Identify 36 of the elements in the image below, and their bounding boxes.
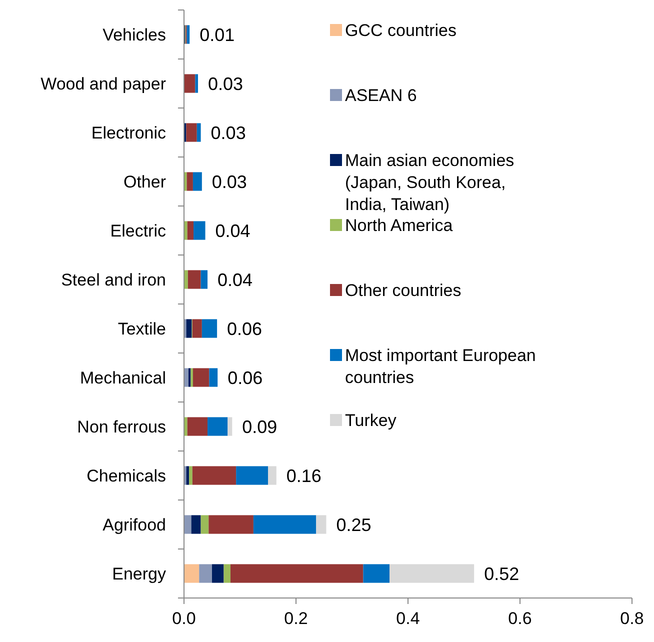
total-label: 0.16 xyxy=(286,466,322,486)
x-tick-label: 0.0 xyxy=(172,609,196,628)
total-label: 0.04 xyxy=(215,220,250,241)
legend-label: ASEAN 6 xyxy=(345,86,417,105)
y-tick-label: Energy xyxy=(112,564,166,584)
y-tick-label: Wood and paper xyxy=(40,74,166,94)
x-tick-label: 0.2 xyxy=(284,609,308,628)
total-label: 0.01 xyxy=(200,24,235,45)
x-tick-label: 0.4 xyxy=(396,609,420,628)
legend-label: North America xyxy=(345,216,454,235)
x-tick-label: 0.6 xyxy=(508,609,532,628)
legend-label: Other countries xyxy=(345,280,462,300)
total-label: 0.09 xyxy=(242,416,278,437)
y-tick-label: Agrifood xyxy=(102,515,166,534)
total-label: 0.04 xyxy=(218,270,253,290)
y-tick-label: Mechanical xyxy=(80,368,166,388)
total-label: 0.52 xyxy=(484,564,520,584)
legend-label: Main asian economies (Japan, South Korea, India, Taiwan) xyxy=(345,150,514,214)
y-tick-label: Non ferrous xyxy=(77,417,166,436)
y-tick-label: Other xyxy=(123,172,166,192)
total-label: 0.06 xyxy=(228,368,263,388)
y-tick-label: Steel and iron xyxy=(61,270,166,290)
legend-label: Turkey xyxy=(345,410,397,430)
y-tick-label: Electronic xyxy=(91,123,166,142)
total-label: 0.03 xyxy=(212,172,247,192)
total-label: 0.03 xyxy=(208,74,244,94)
y-tick-label: Textile xyxy=(118,319,166,338)
total-label: 0.03 xyxy=(210,122,246,143)
total-label: 0.06 xyxy=(227,318,262,339)
legend-label: GCC countries xyxy=(345,20,456,40)
y-tick-label: Electric xyxy=(110,221,166,240)
y-tick-label: Vehicles xyxy=(102,25,166,44)
total-label: 0.25 xyxy=(336,514,372,535)
legend-label: Most important European countries xyxy=(345,346,536,387)
x-tick-label: 0.8 xyxy=(620,609,644,628)
y-tick-label: Chemicals xyxy=(86,466,166,486)
